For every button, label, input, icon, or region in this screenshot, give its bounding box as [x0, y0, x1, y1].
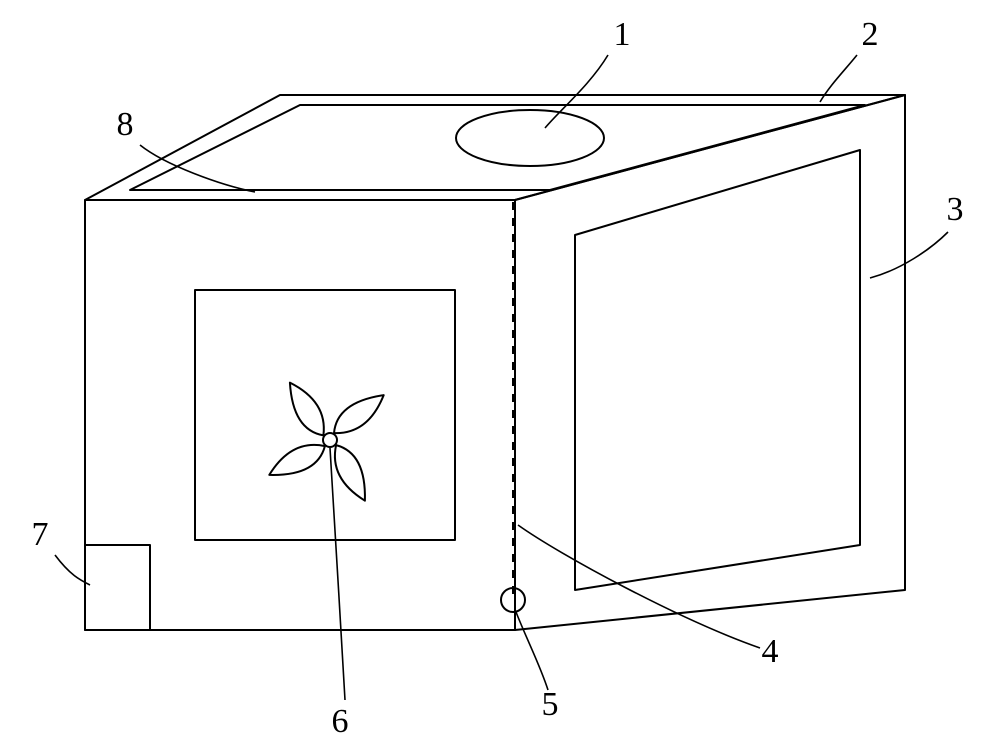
callout-label-l7: 7 [32, 516, 49, 553]
canvas-bg [0, 0, 1000, 756]
callout-label-l4: 4 [762, 633, 779, 670]
callout-label-l3: 3 [947, 191, 964, 228]
callout-label-l6: 6 [332, 703, 349, 740]
callout-label-l2: 2 [862, 16, 879, 53]
callout-label-l5: 5 [542, 686, 559, 723]
callout-label-l1: 1 [614, 16, 631, 53]
callout-label-l8: 8 [117, 106, 134, 143]
